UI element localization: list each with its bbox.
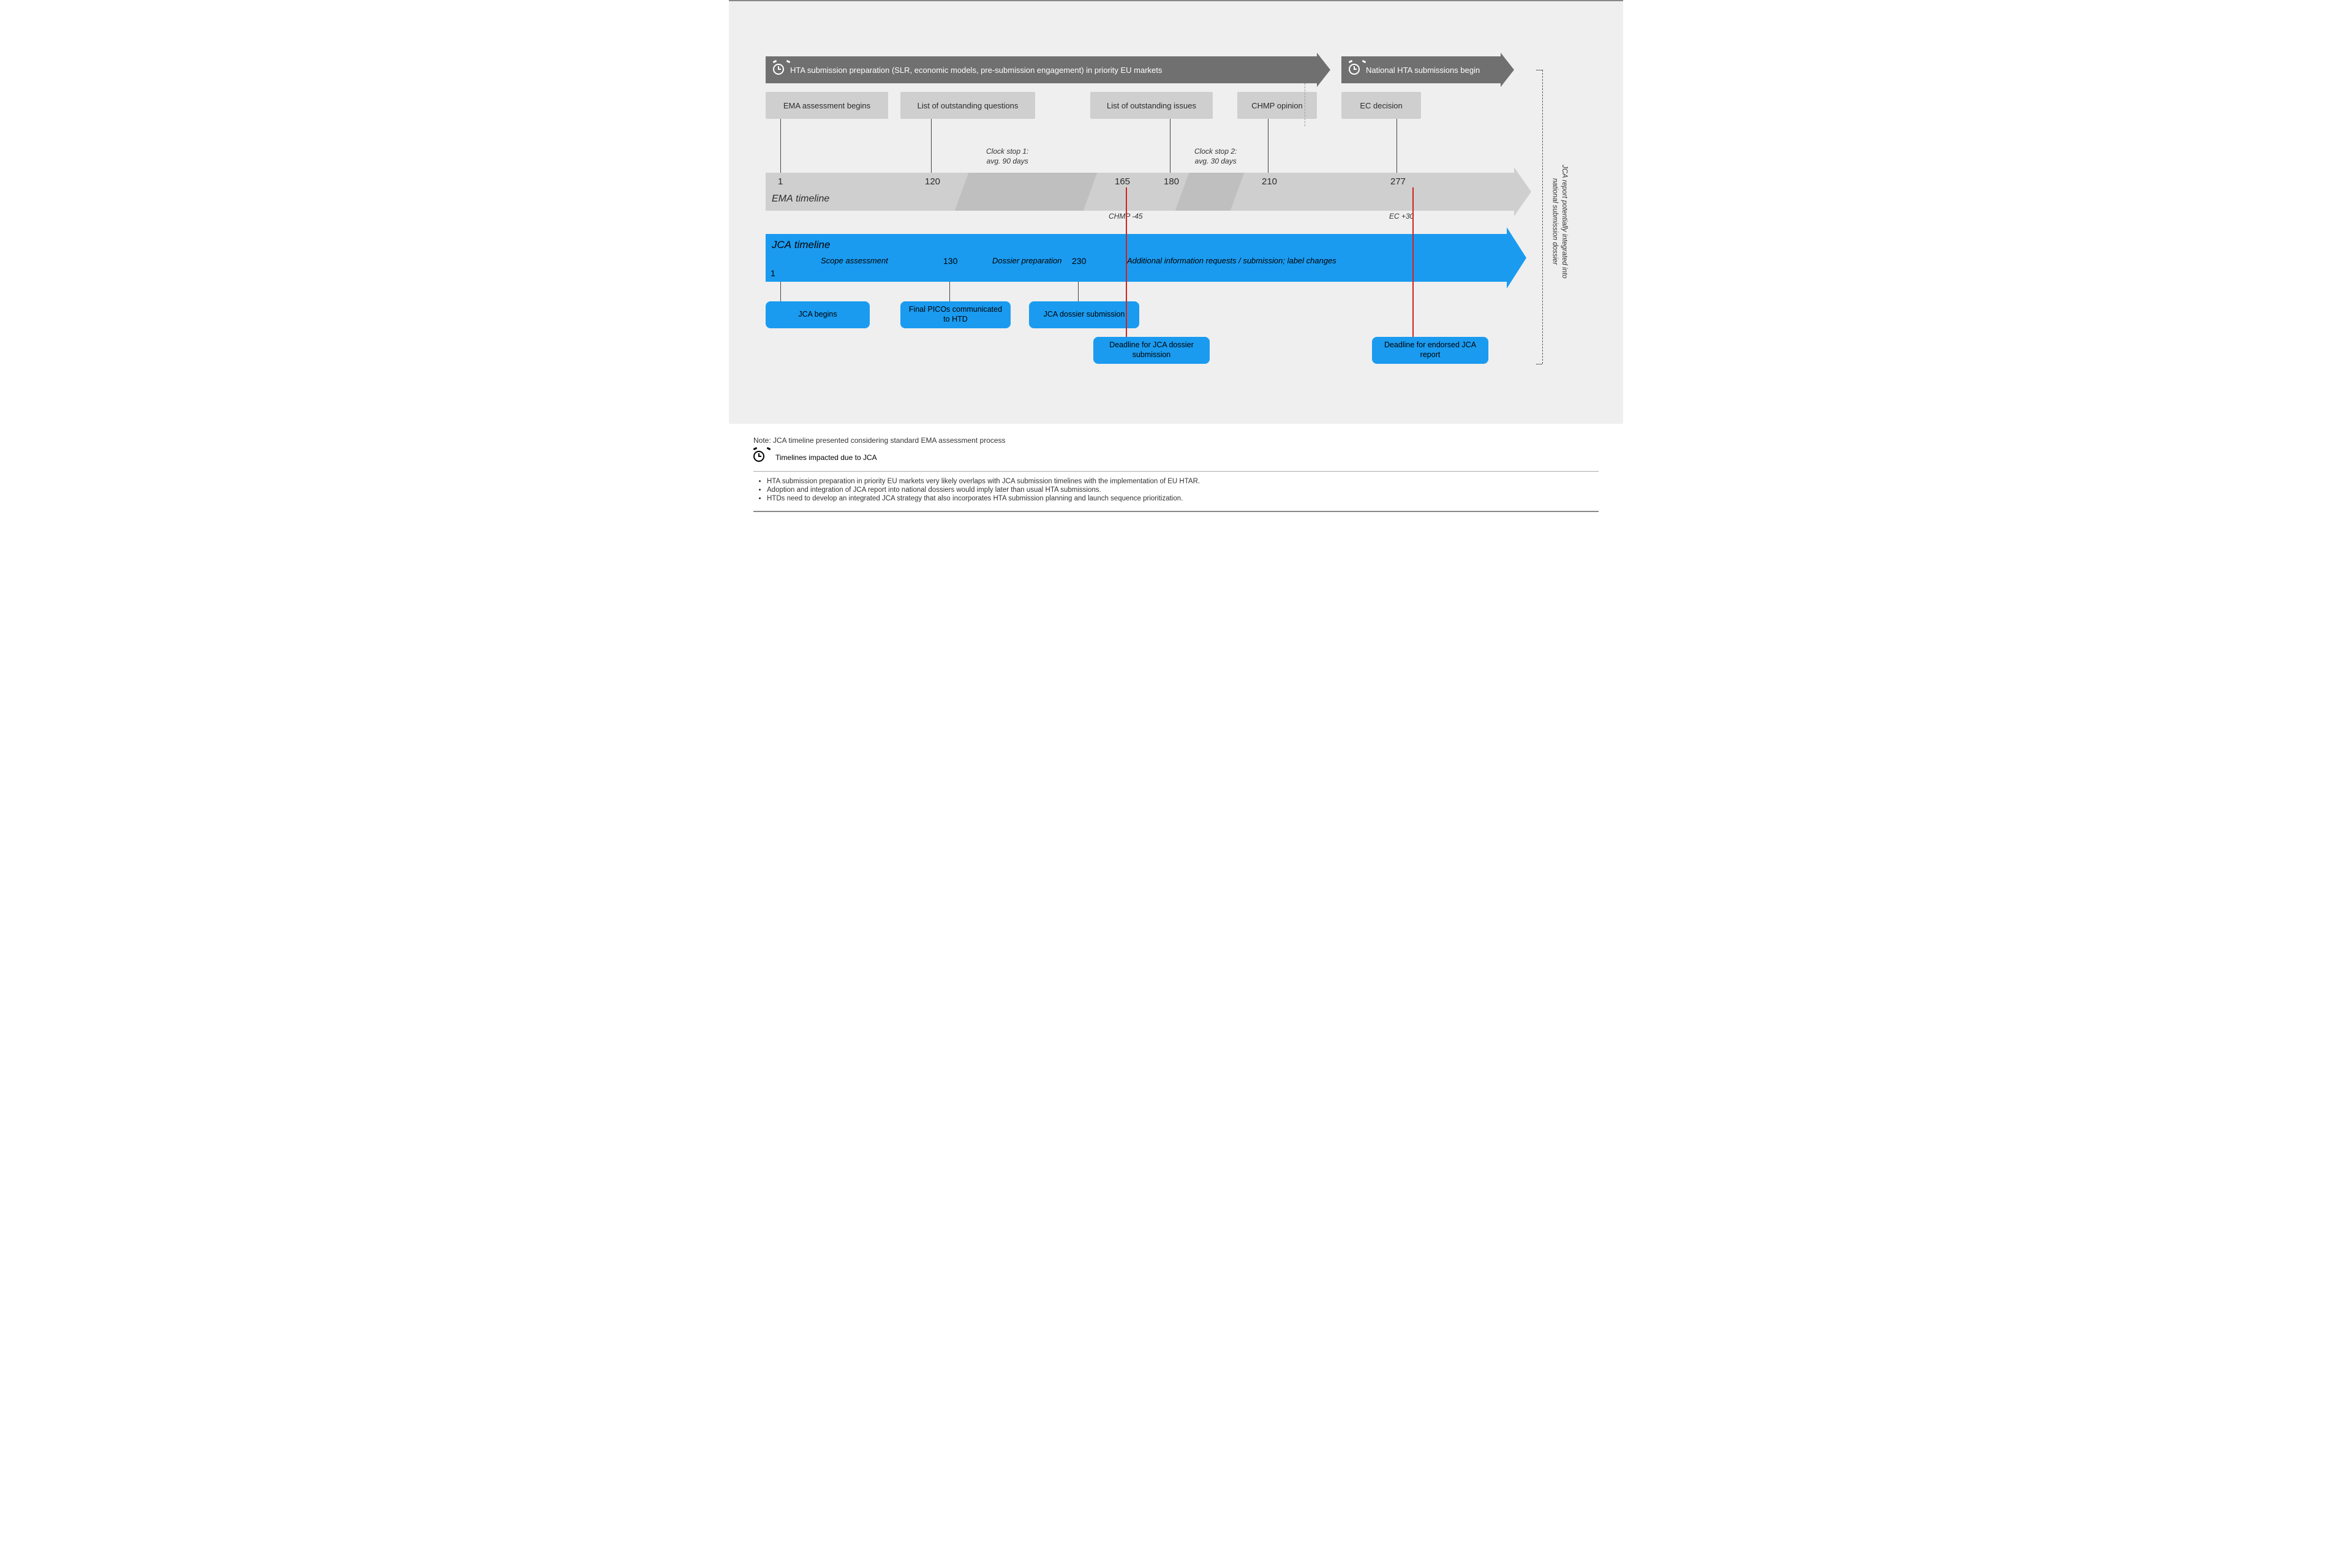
jca-day: 130 — [943, 256, 957, 266]
ema-event-box: List of outstanding issues — [1090, 92, 1213, 119]
clock-icon — [1349, 64, 1366, 77]
connector-line — [931, 119, 932, 173]
connector-line — [780, 282, 781, 301]
footer-legend-text: Timelines impacted due to JCA — [775, 453, 877, 462]
jca-box-label: JCA dossier submission — [1044, 310, 1125, 320]
side-note: JCA report potentially integrated into n… — [1550, 130, 1569, 314]
footer: Note: JCA timeline presented considering… — [729, 424, 1623, 537]
divider — [753, 511, 1599, 512]
side-note-line: national submission dossier — [1551, 178, 1559, 265]
jca-deadline-label: Deadline for JCA dossier submission — [1099, 341, 1204, 360]
ema-sublabel: EC +30 — [1389, 212, 1414, 221]
ema-day: 1 — [778, 176, 783, 187]
ema-day: 120 — [925, 176, 940, 187]
clock-stop-line: Clock stop 2: — [1194, 147, 1237, 156]
top-arrow-2-label: National HTA submissions begin — [1366, 66, 1480, 75]
connector-line — [1078, 282, 1079, 301]
diagram-panel: HTA submission preparation (SLR, economi… — [729, 0, 1623, 424]
ema-title: EMA timeline — [772, 194, 829, 205]
connector-line — [1396, 119, 1397, 173]
footer-bullet: HTA submission preparation in priority E… — [767, 478, 1599, 485]
timeline-canvas: HTA submission preparation (SLR, economi… — [753, 56, 1599, 399]
jca-day: 230 — [1072, 256, 1086, 266]
red-deadline-line — [1126, 187, 1127, 337]
ema-event-box: List of outstanding questions — [900, 92, 1035, 119]
footer-bullet: HTDs need to develop an integrated JCA s… — [767, 495, 1599, 502]
footer-legend: Timelines impacted due to JCA — [753, 451, 1599, 464]
ema-event-label: CHMP opinion — [1251, 101, 1303, 110]
ema-event-box: EMA assessment begins — [766, 92, 888, 119]
jca-title-prefix: JCA — [772, 239, 791, 251]
jca-box-label: Final PICOs communicated to HTD — [907, 305, 1005, 324]
jca-title: JCA timeline — [772, 239, 830, 251]
clock-stop-line: Clock stop 1: — [986, 147, 1028, 156]
side-note-line: JCA report potentially integrated into — [1561, 165, 1568, 279]
clock-stop-1: Clock stop 1: avg. 90 days — [986, 147, 1028, 166]
jca-day: 1 — [771, 268, 775, 278]
jca-phase: Additional information requests / submis… — [1127, 256, 1336, 265]
ema-title-prefix: EMA — [772, 194, 793, 204]
jca-phase: Dossier preparation — [992, 256, 1061, 265]
jca-box: Final PICOs communicated to HTD — [900, 301, 1011, 328]
footer-bullet: Adoption and integration of JCA report i… — [767, 486, 1599, 494]
ema-day: 210 — [1262, 176, 1277, 187]
red-deadline-line — [1412, 187, 1414, 337]
ema-clockstop-band — [955, 173, 1098, 211]
clock-stop-line: avg. 90 days — [987, 157, 1028, 165]
ema-event-label: EC decision — [1360, 101, 1402, 110]
connector-line — [780, 119, 781, 173]
ema-day: 165 — [1115, 176, 1130, 187]
top-arrow-1: HTA submission preparation (SLR, economi… — [766, 56, 1317, 83]
clock-icon — [773, 64, 790, 77]
ema-event-label: List of outstanding questions — [918, 101, 1019, 110]
ema-day: 180 — [1164, 176, 1179, 187]
clock-icon — [753, 451, 771, 464]
ema-event-label: List of outstanding issues — [1107, 101, 1196, 110]
jca-phase: Scope assessment — [821, 256, 888, 265]
clock-stop-line: avg. 30 days — [1195, 157, 1237, 165]
jca-deadline-box: Deadline for JCA dossier submission — [1093, 337, 1210, 364]
ema-event-box: EC decision — [1341, 92, 1421, 119]
jca-box: JCA begins — [766, 301, 870, 328]
jca-deadline-label: Deadline for endorsed JCA report — [1378, 341, 1482, 360]
ema-day: 277 — [1390, 176, 1406, 187]
jca-deadline-box: Deadline for endorsed JCA report — [1372, 337, 1488, 364]
top-arrow-2: National HTA submissions begin — [1341, 56, 1501, 83]
jca-box: JCA dossier submission — [1029, 301, 1139, 328]
jca-box-label: JCA begins — [798, 310, 837, 320]
top-arrow-1-label: HTA submission preparation (SLR, economi… — [790, 66, 1162, 75]
dashed-bracket-line — [1542, 70, 1543, 364]
jca-title-word: timeline — [794, 239, 831, 251]
footer-note: Note: JCA timeline presented considering… — [753, 436, 1599, 445]
connector-line — [949, 282, 950, 301]
divider — [753, 471, 1599, 472]
footer-bullets: HTA submission preparation in priority E… — [753, 478, 1599, 502]
ema-title-word: timeline — [796, 194, 829, 204]
clock-stop-2: Clock stop 2: avg. 30 days — [1194, 147, 1237, 166]
ema-event-label: EMA assessment begins — [783, 101, 870, 110]
